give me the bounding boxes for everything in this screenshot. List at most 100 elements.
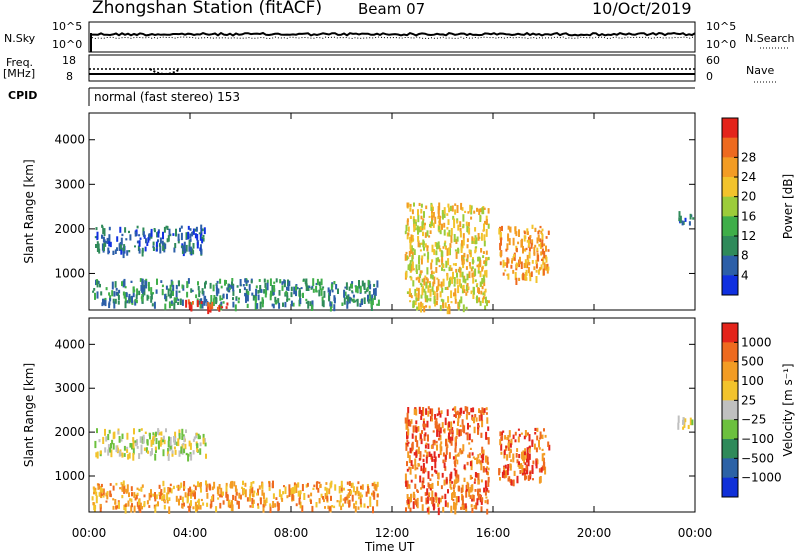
echo-cell xyxy=(123,504,126,511)
echo-cell xyxy=(464,503,467,509)
echo-cell xyxy=(117,430,120,435)
echo-cell xyxy=(525,261,528,268)
echo-cell xyxy=(414,464,417,471)
echo-cell xyxy=(430,270,433,275)
echo-cell xyxy=(430,453,433,457)
echo-cell xyxy=(487,437,490,445)
echo-cell xyxy=(176,441,179,446)
echo-cell xyxy=(170,300,173,306)
echo-cell xyxy=(437,209,440,218)
echo-cell xyxy=(432,206,434,211)
echo-cell xyxy=(155,438,158,445)
echo-cell xyxy=(301,505,304,512)
echo-cell xyxy=(428,305,431,309)
echo-cell xyxy=(423,466,425,474)
echo-cell xyxy=(134,299,137,302)
echo-cell xyxy=(434,423,437,429)
echo-cell xyxy=(120,237,123,246)
echo-cell xyxy=(114,499,117,505)
echo-cell xyxy=(139,237,142,240)
echo-cell xyxy=(257,503,259,506)
echo-cell xyxy=(435,500,438,503)
echo-cell xyxy=(437,241,440,249)
echo-cell xyxy=(192,493,195,497)
echo-cell xyxy=(427,471,430,479)
echo-cell xyxy=(343,297,346,305)
echo-cell xyxy=(126,432,129,440)
echo-cell xyxy=(448,207,451,213)
echo-cell xyxy=(129,234,132,241)
echo-cell xyxy=(521,238,523,247)
echo-cell xyxy=(499,261,502,266)
y-tick-label: 2000 xyxy=(54,222,85,236)
echo-cell xyxy=(531,224,534,229)
echo-cell xyxy=(107,247,110,255)
echo-cell xyxy=(405,507,407,512)
echo-cell xyxy=(281,281,284,285)
echo-cell xyxy=(410,276,413,281)
echo-cell xyxy=(95,452,98,458)
echo-cell xyxy=(509,443,512,448)
echo-cell xyxy=(537,230,540,235)
echo-cell xyxy=(339,494,342,503)
echo-cell xyxy=(441,255,444,262)
echo-cell xyxy=(423,253,426,257)
echo-cell xyxy=(427,285,430,293)
echo-cell xyxy=(120,439,123,442)
echo-cell xyxy=(159,245,162,254)
echo-cell xyxy=(281,497,284,502)
echo-cell xyxy=(454,249,457,252)
echo-cell xyxy=(122,291,125,296)
echo-cell xyxy=(371,492,373,496)
echo-cell xyxy=(152,245,155,249)
echo-cell xyxy=(198,435,201,440)
echo-cell xyxy=(161,289,164,296)
echo-cell xyxy=(219,494,222,498)
echo-cell xyxy=(94,487,97,491)
echo-cell xyxy=(531,440,534,447)
echo-cell xyxy=(110,443,112,449)
echo-cell xyxy=(543,462,546,470)
echo-cell xyxy=(199,448,202,455)
echo-cell xyxy=(474,279,477,283)
echo-cell xyxy=(417,446,420,455)
echo-cell xyxy=(288,484,291,492)
echo-cell xyxy=(142,434,145,439)
echo-cell xyxy=(460,202,463,210)
echo-cell xyxy=(277,298,280,304)
echo-cell xyxy=(416,490,419,493)
echo-cell xyxy=(116,447,119,454)
colorbar-segment xyxy=(722,137,738,158)
echo-cell xyxy=(254,303,257,310)
colorbar-segment xyxy=(722,323,738,343)
echo-cell xyxy=(458,429,461,437)
echo-cell xyxy=(469,487,472,493)
echo-cell xyxy=(447,304,450,312)
echo-cell xyxy=(462,254,465,263)
echo-cell xyxy=(461,255,463,261)
echo-cell xyxy=(429,478,432,481)
echo-cell xyxy=(201,288,204,295)
echo-cell xyxy=(420,496,423,502)
echo-cell xyxy=(480,462,483,471)
echo-cell xyxy=(508,440,511,448)
echo-cell xyxy=(439,434,442,441)
echo-cell xyxy=(414,301,417,306)
echo-cell xyxy=(466,254,469,259)
echo-cell xyxy=(408,455,411,463)
echo-cell xyxy=(231,278,234,282)
echo-cell xyxy=(157,428,160,435)
echo-cell xyxy=(406,255,409,261)
nsearch-label: N.Search xyxy=(745,32,795,45)
echo-cell xyxy=(483,260,486,264)
echo-cell xyxy=(438,218,441,225)
echo-cell xyxy=(228,499,231,505)
echo-cell xyxy=(453,414,456,417)
echo-cell xyxy=(423,305,426,313)
echo-cell xyxy=(263,278,266,283)
echo-cell xyxy=(454,502,457,510)
echo-cell xyxy=(130,505,133,513)
x-tick-label: 04:00 xyxy=(173,526,208,540)
echo-cell xyxy=(475,240,478,244)
echo-cell xyxy=(109,241,112,248)
